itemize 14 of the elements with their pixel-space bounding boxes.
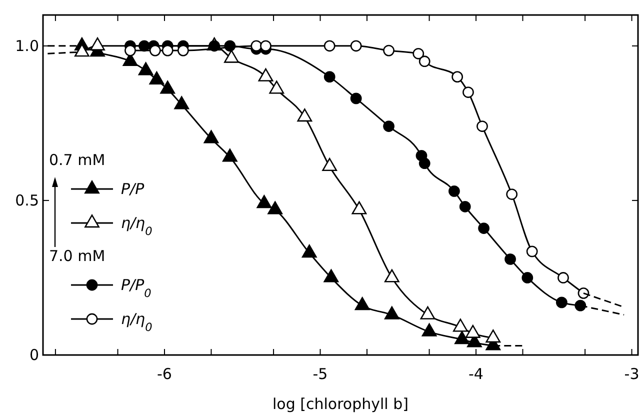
y-tick-label: 0.5 bbox=[15, 191, 39, 210]
y-tick-label: 0 bbox=[29, 346, 39, 364]
y-tick-label: 1.0 bbox=[15, 36, 39, 55]
annotation: 7.0 mM bbox=[49, 247, 106, 265]
x-tick-label: -5 bbox=[312, 365, 328, 383]
legend-label: P/P$_{0}$ bbox=[121, 276, 152, 300]
x-tick-label: -3 bbox=[624, 365, 640, 383]
x-axis-title: log [chlorophyll b] bbox=[272, 395, 408, 413]
x-tick-label: -6 bbox=[157, 365, 172, 383]
annotation: 0.7 mM bbox=[49, 151, 106, 169]
legend-label: P/P bbox=[121, 180, 146, 198]
legend-label: η/η$_{0}$ bbox=[121, 310, 152, 334]
legend-label: η/η$_{0}$ bbox=[121, 214, 152, 238]
x-tick-label: -4 bbox=[468, 365, 484, 383]
